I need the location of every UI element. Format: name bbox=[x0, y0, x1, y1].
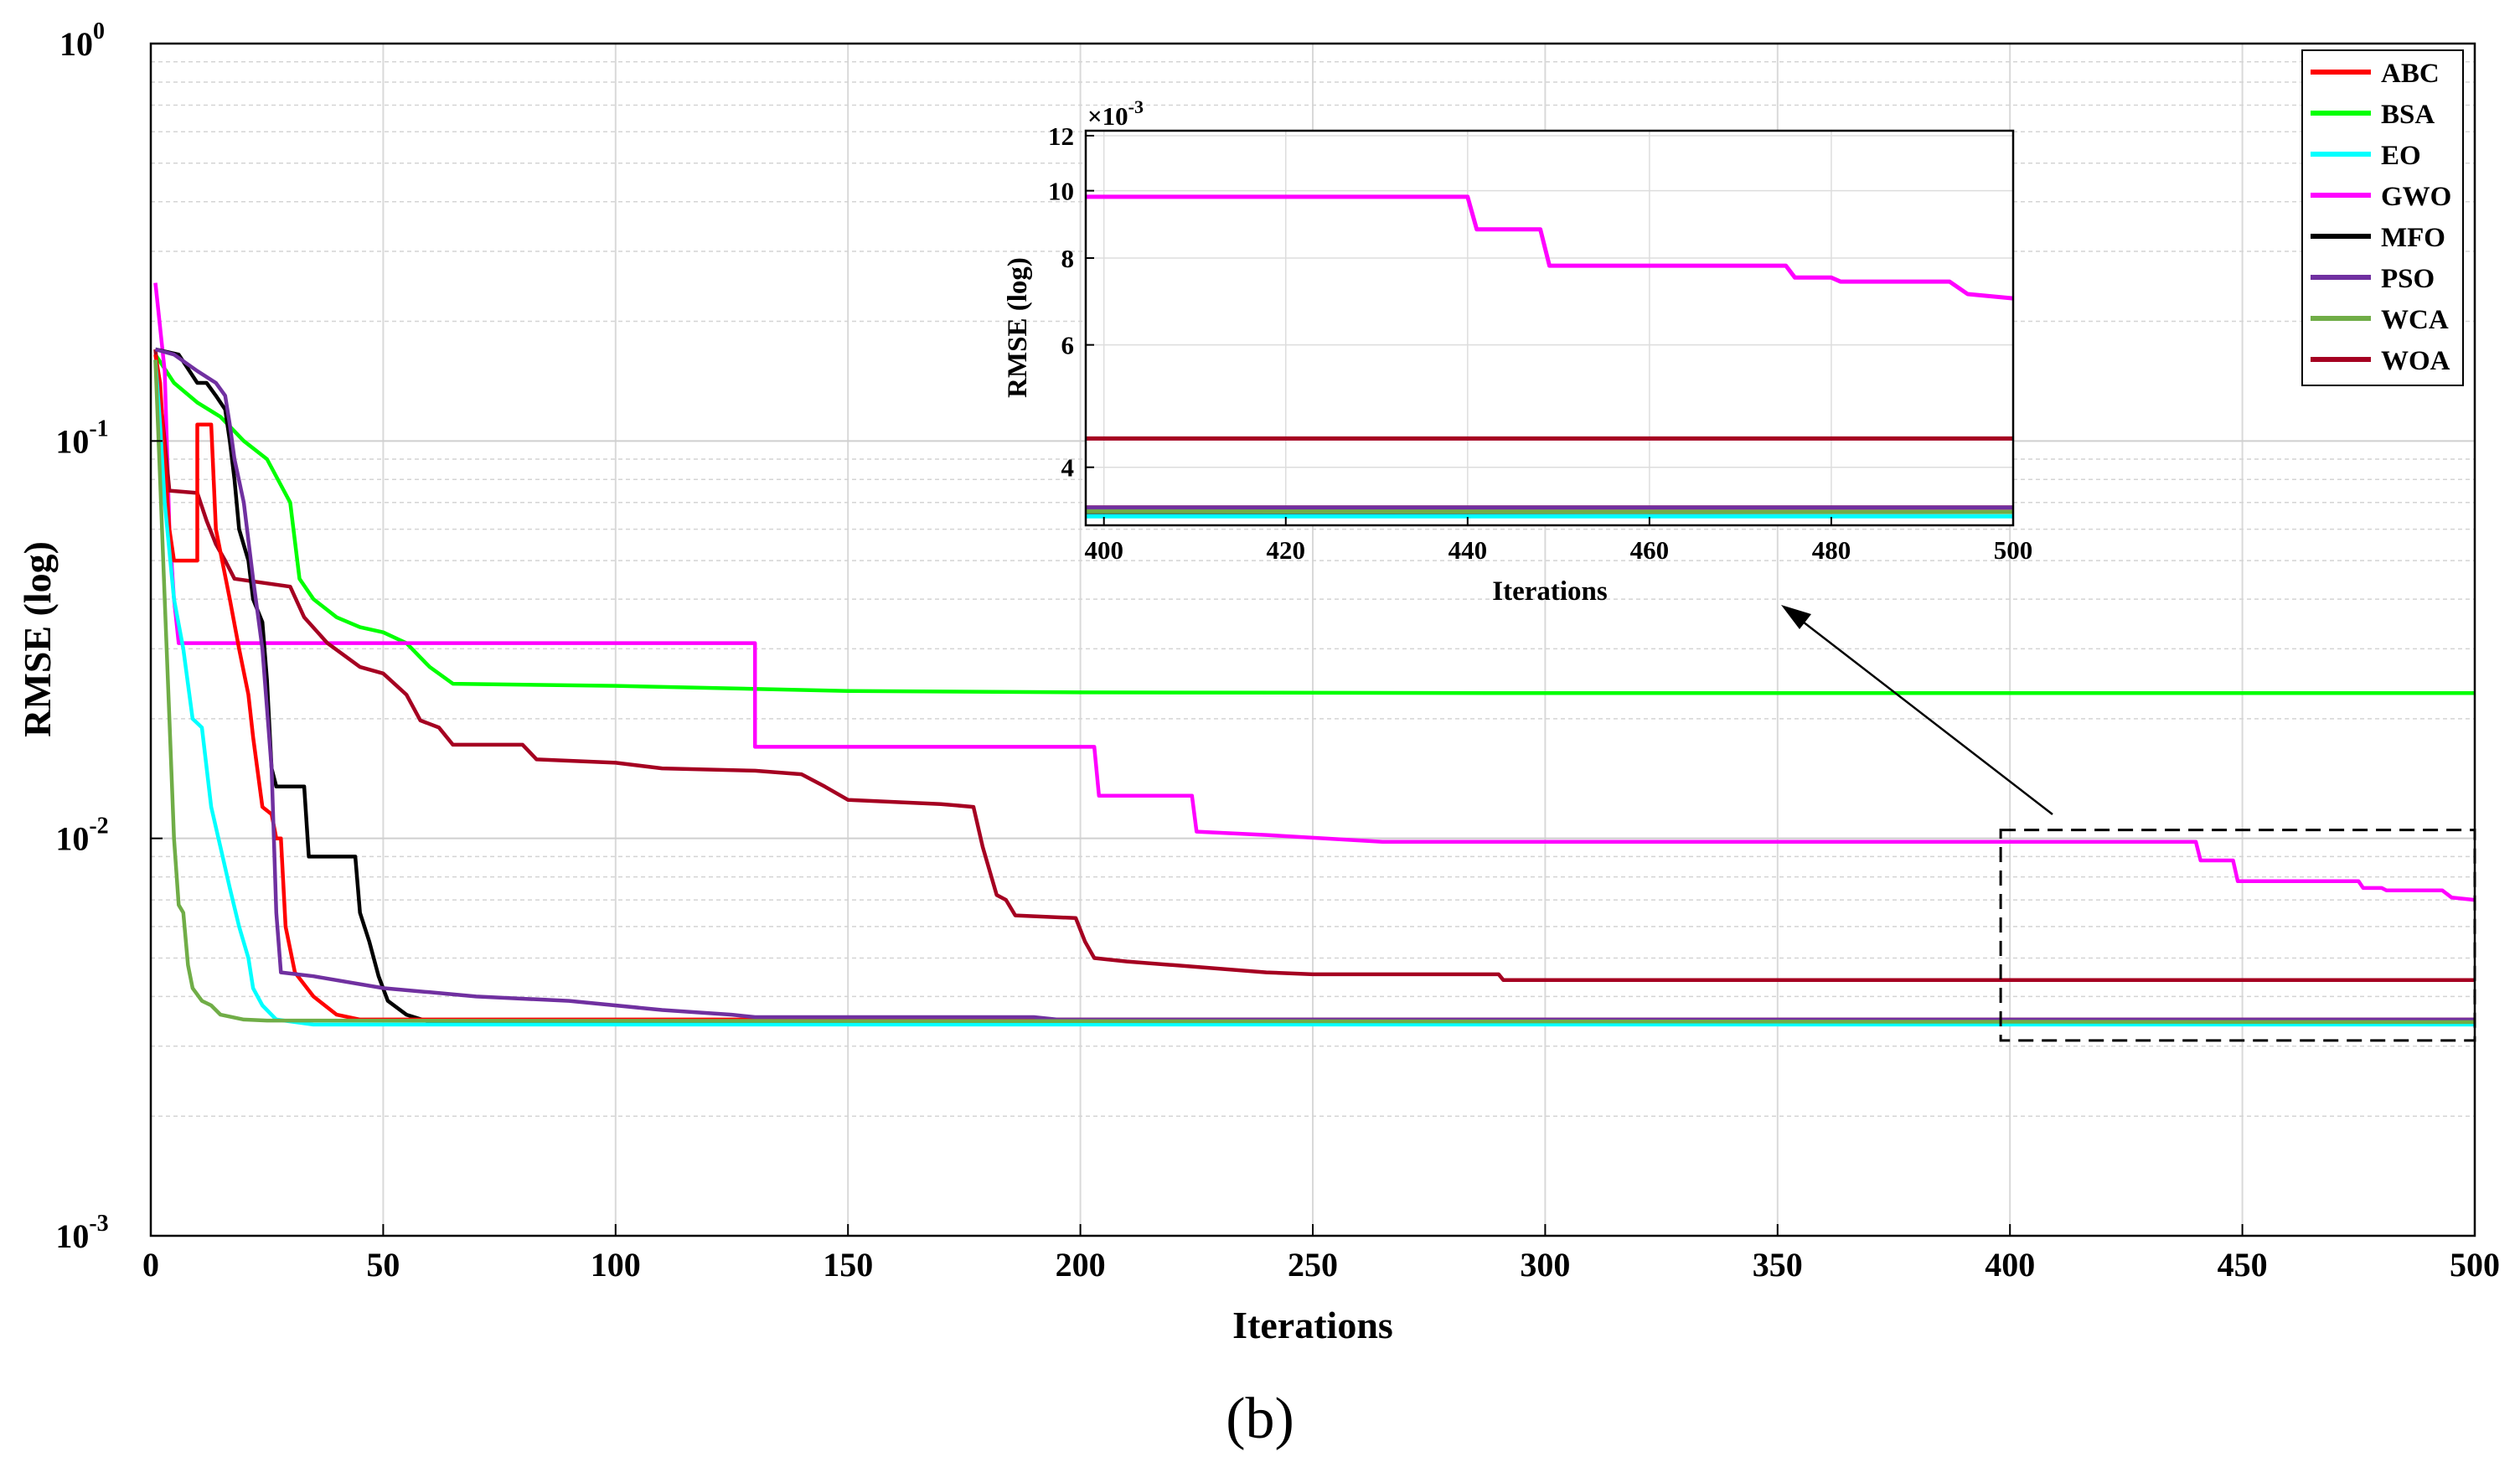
y-tick-label: 10-1 bbox=[55, 416, 108, 460]
legend-item-bsa: BSA bbox=[2311, 100, 2435, 130]
legend-label: PSO bbox=[2381, 264, 2435, 294]
inset-y-tick-label: 10 bbox=[1048, 177, 1074, 206]
legend-item-gwo: GWO bbox=[2311, 182, 2451, 212]
x-tick-label: 450 bbox=[2218, 1246, 2268, 1284]
series-line-eo bbox=[153, 359, 2475, 1027]
series-line-wca bbox=[153, 359, 2475, 1025]
inset-y-tick-label: 4 bbox=[1061, 453, 1075, 483]
x-axis-title: Iterations bbox=[1232, 1304, 1393, 1346]
inset-series bbox=[1086, 194, 2013, 519]
legend-item-wca: WCA bbox=[2311, 305, 2449, 335]
panel-label: (b) bbox=[1226, 1387, 1294, 1451]
legend-item-pso: PSO bbox=[2311, 264, 2435, 294]
series-line-mfo bbox=[155, 347, 2475, 1025]
series-line-pso bbox=[154, 347, 2475, 1022]
inset-y-multiplier: ×10-3 bbox=[1087, 96, 1144, 131]
legend-frame bbox=[2301, 49, 2464, 386]
inset-x-tick-label: 480 bbox=[1812, 535, 1851, 565]
x-tick-label: 0 bbox=[142, 1246, 159, 1284]
inset-y-ticks: 4 6 8 10 12 bbox=[1048, 121, 1094, 483]
inset-x-tick-label: 420 bbox=[1267, 535, 1306, 565]
inset-frame bbox=[1084, 129, 2015, 527]
inset-x-tick-label: 440 bbox=[1448, 535, 1488, 565]
inset-series-line-gwo bbox=[1086, 194, 2013, 301]
main-series bbox=[153, 282, 2475, 1027]
x-tick-label: 200 bbox=[1056, 1246, 1106, 1284]
x-tick-label: 300 bbox=[1520, 1246, 1570, 1284]
y-tick-label: 10-2 bbox=[55, 814, 108, 858]
inset-background bbox=[1086, 131, 2013, 525]
x-tick-label: 500 bbox=[2450, 1246, 2500, 1284]
x-tick-label: 400 bbox=[1985, 1246, 2035, 1284]
series-line-bsa bbox=[153, 353, 2475, 695]
legend-label: GWO bbox=[2381, 182, 2451, 212]
inset-y-tick-label: 12 bbox=[1048, 121, 1074, 151]
legend-item-abc: ABC bbox=[2311, 59, 2440, 89]
main-y-ticks: 10-3 10-2 10-1 100 bbox=[55, 18, 163, 1255]
zoom-arrow bbox=[1781, 605, 2053, 815]
x-tick-label: 150 bbox=[823, 1246, 873, 1284]
inset-plot: 400 420 440 460 480 500 4 6 8 10 12 ×10-3 Iterati… bbox=[1003, 96, 2032, 607]
series-line-abc bbox=[153, 354, 2475, 1022]
main-x-ticks: 0 50 100 150 200 250 300 350 400 450 500 bbox=[142, 1224, 2500, 1284]
y-tick-label: 100 bbox=[59, 18, 105, 63]
inset-x-tick-label: 460 bbox=[1630, 535, 1670, 565]
legend-item-woa: WOA bbox=[2311, 346, 2450, 376]
x-tick-label: 100 bbox=[591, 1246, 641, 1284]
x-tick-label: 350 bbox=[1753, 1246, 1803, 1284]
legend-item-eo: EO bbox=[2311, 141, 2421, 171]
legend: ABC BSA EO GWO MFO PSO WCA WOA bbox=[2301, 49, 2464, 386]
x-tick-label: 50 bbox=[366, 1246, 400, 1284]
legend-label: WOA bbox=[2381, 346, 2450, 376]
inset-y-tick-label: 8 bbox=[1061, 244, 1075, 273]
inset-x-ticks: 400 420 440 460 480 500 bbox=[1084, 517, 2032, 565]
legend-label: MFO bbox=[2381, 223, 2445, 253]
y-axis-title: RMSE (log) bbox=[16, 541, 59, 737]
legend-label: BSA bbox=[2381, 100, 2435, 130]
inset-x-axis-title: Iterations bbox=[1492, 576, 1608, 607]
legend-item-mfo: MFO bbox=[2311, 223, 2445, 253]
legend-label: ABC bbox=[2381, 59, 2440, 89]
series-line-woa bbox=[153, 349, 2475, 983]
legend-label: WCA bbox=[2381, 305, 2449, 335]
legend-label: EO bbox=[2381, 141, 2421, 171]
x-tick-label: 250 bbox=[1288, 1246, 1338, 1284]
zoom-box bbox=[1999, 829, 2476, 1042]
y-tick-label: 10-3 bbox=[55, 1211, 108, 1255]
series-line-gwo bbox=[153, 282, 2475, 902]
inset-y-axis-title: RMSE (log) bbox=[1003, 257, 1033, 398]
inset-x-tick-label: 500 bbox=[1994, 535, 2033, 565]
inset-y-tick-label: 6 bbox=[1061, 331, 1075, 360]
inset-x-tick-label: 400 bbox=[1084, 535, 1123, 565]
